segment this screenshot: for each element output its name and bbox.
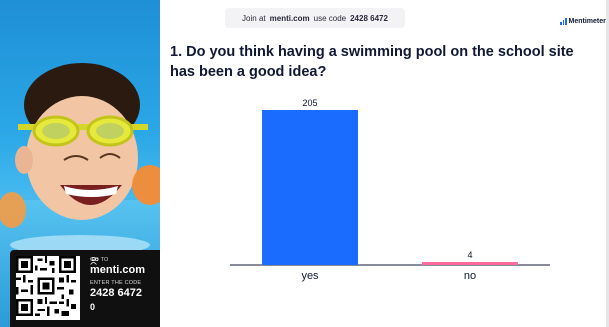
participant-count-value: 0 <box>90 302 96 312</box>
question-title: 1. Do you think having a swimming pool o… <box>170 44 574 80</box>
participants-icon <box>90 257 99 265</box>
join-at-label: Join at <box>242 13 266 23</box>
value-label-yes: 205 <box>302 98 317 108</box>
go-to-label: GO TO <box>90 257 109 263</box>
value-label-no: 4 <box>467 250 472 260</box>
join-instructions: GO TO menti.com ENTER THE CODE 2428 6472… <box>90 257 145 312</box>
bar-no <box>422 261 518 265</box>
enter-code-label: ENTER THE CODE <box>90 280 142 286</box>
participant-count: 0 <box>90 257 145 312</box>
join-banner: Join at menti.com use code 2428 6472 <box>225 8 405 28</box>
brand-name: Mentimeter <box>568 18 606 25</box>
join-url[interactable]: menti.com <box>90 264 146 276</box>
category-label-yes: yes <box>301 270 319 282</box>
mentimeter-logo-icon <box>560 18 567 25</box>
boy-illustration <box>0 63 160 255</box>
join-banner-code: 2428 6472 <box>350 13 388 23</box>
use-code-label: use code <box>313 13 347 23</box>
results-bar-chart: 205 yes 4 no <box>230 95 550 285</box>
category-label-no: no <box>464 270 476 282</box>
join-code: 2428 6472 <box>90 287 142 299</box>
window-edge <box>606 0 609 327</box>
join-banner-url[interactable]: menti.com <box>269 13 310 23</box>
bar-yes <box>262 110 358 265</box>
qr-code-icon[interactable] <box>16 256 80 320</box>
chart-canvas: 205 yes 4 no <box>230 98 550 282</box>
mentimeter-brand: Mentimeter <box>560 18 606 25</box>
swimming-boy-photo: GO TO menti.com ENTER THE CODE 2428 6472… <box>0 0 160 327</box>
join-card: GO TO menti.com ENTER THE CODE 2428 6472… <box>10 250 160 327</box>
